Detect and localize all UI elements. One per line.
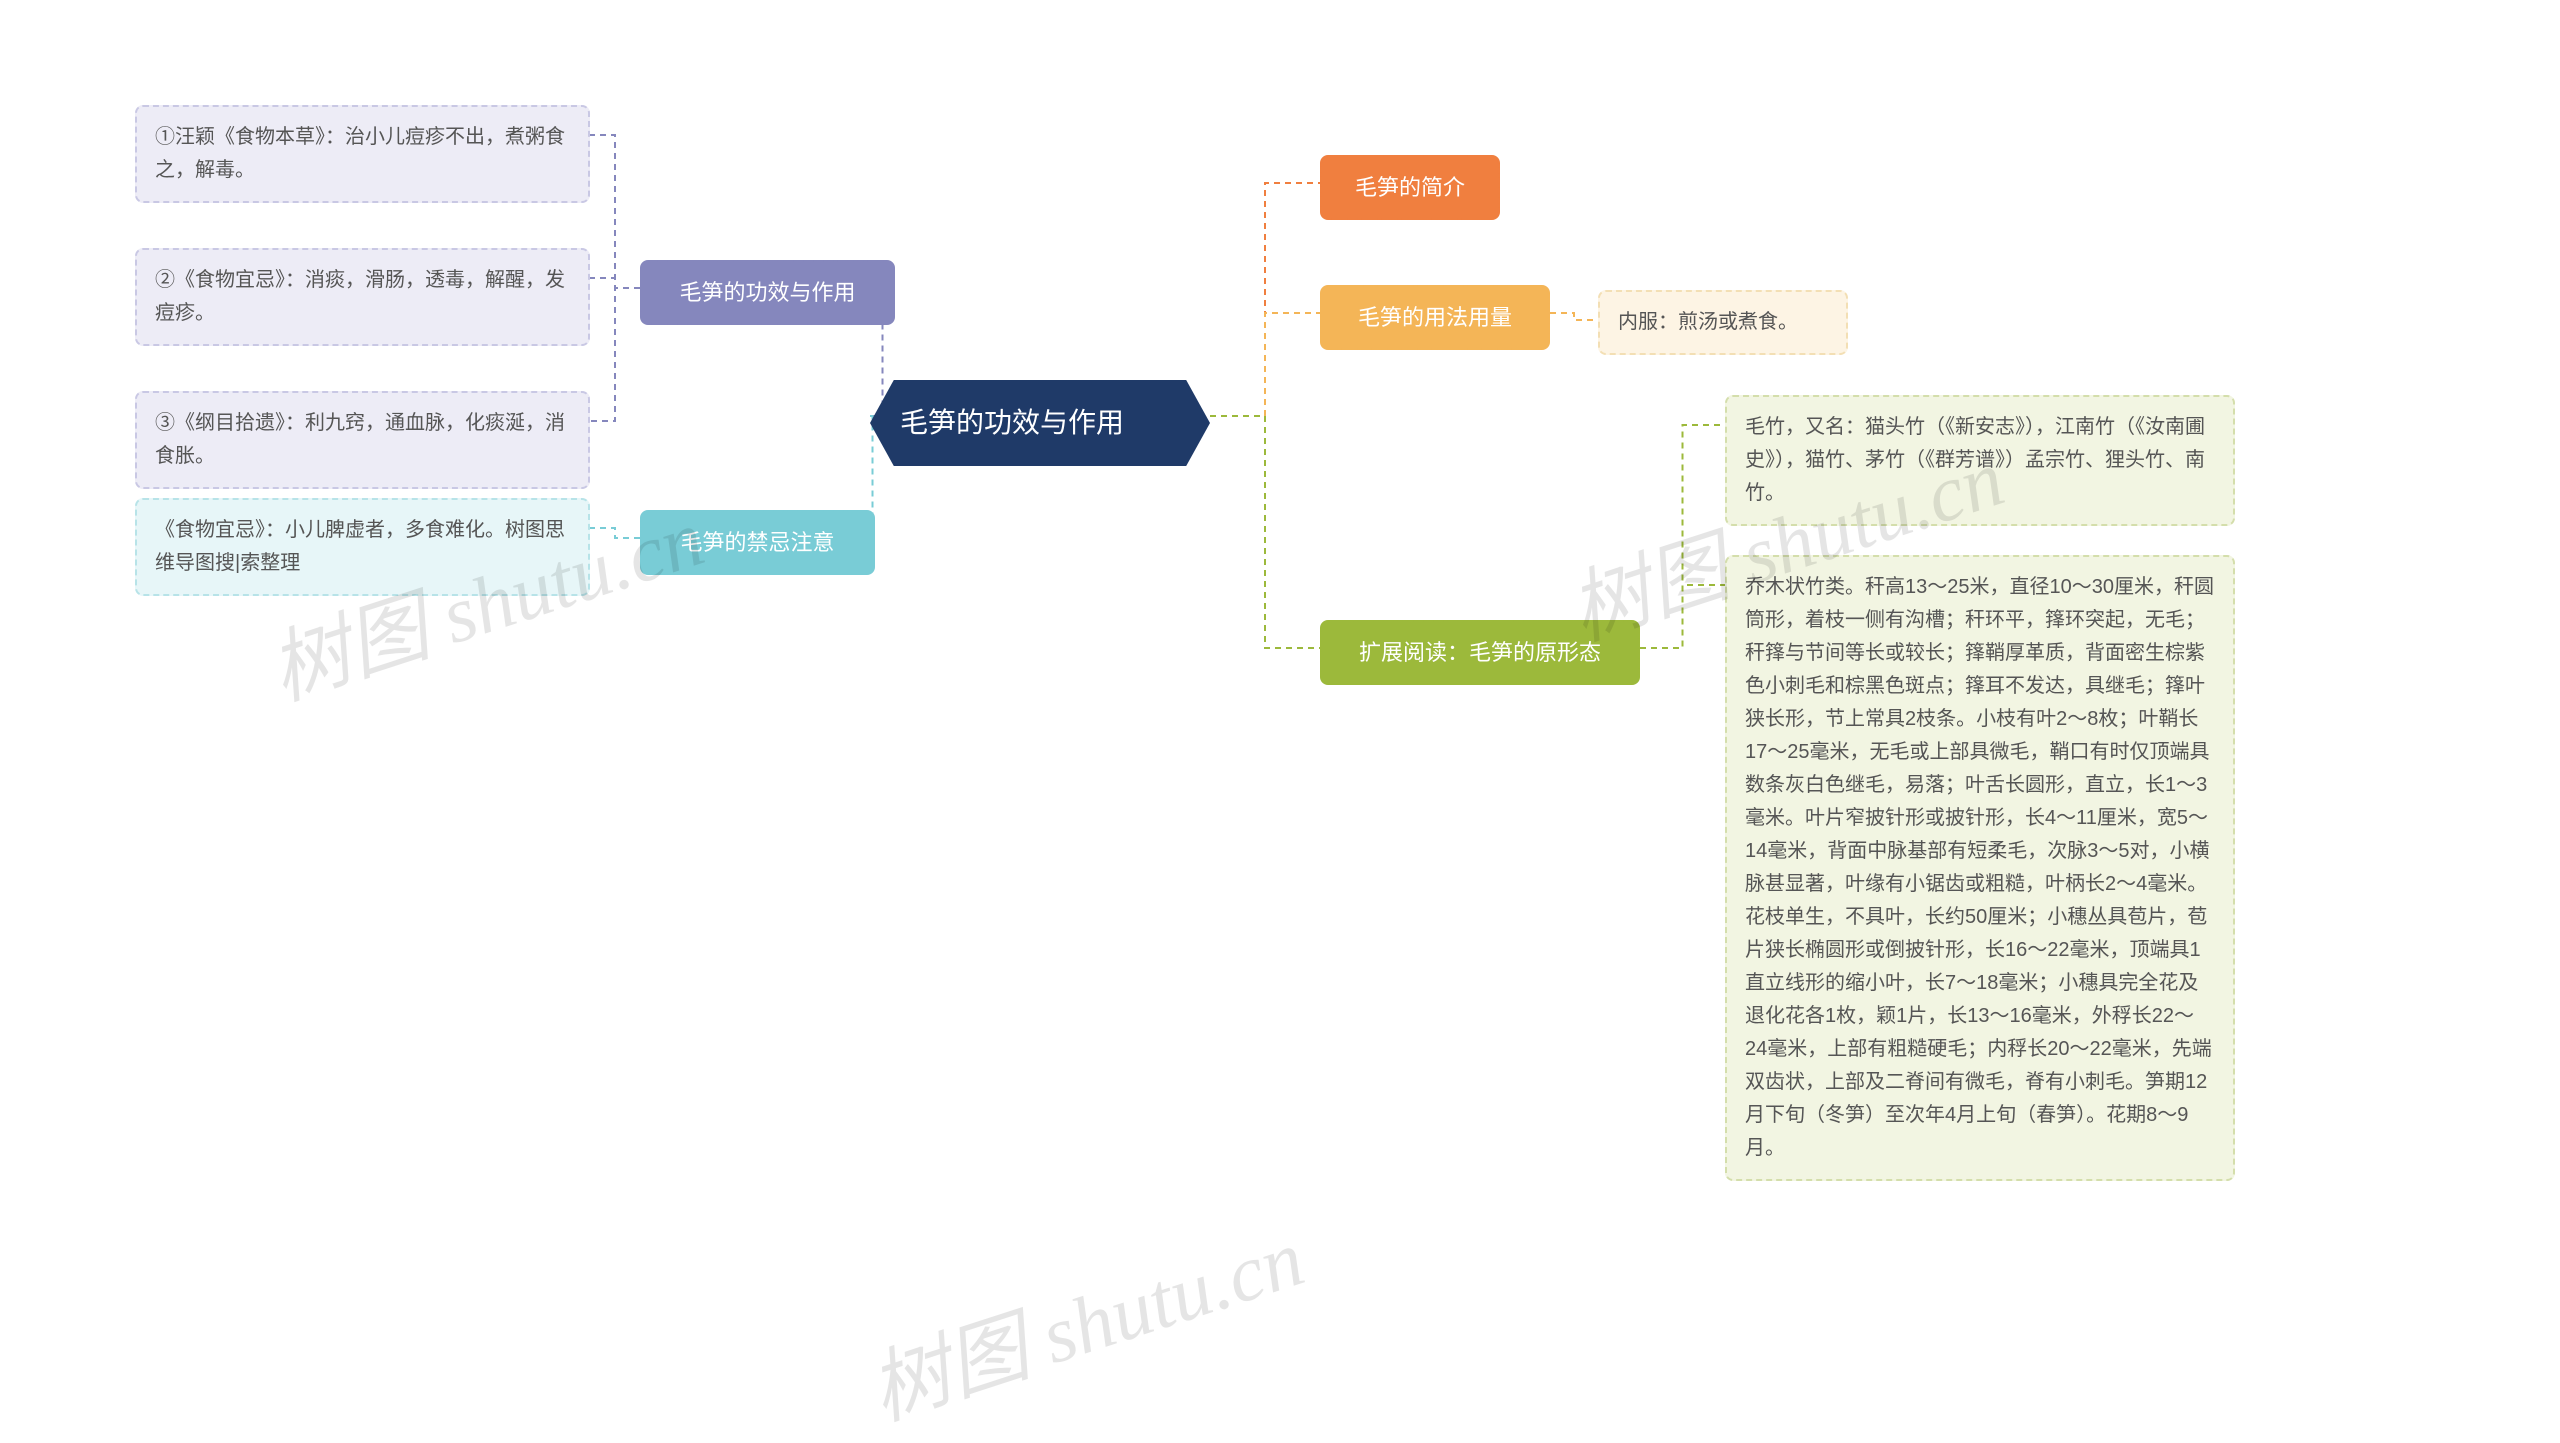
watermark-2: 树图 shutu.cn <box>853 1193 1316 1442</box>
leaf-morphology-0[interactable]: 毛竹，又名：猫头竹（《新安志》），江南竹（《汝南圃史》），猫竹、茅竹（《群芳谱》… <box>1725 395 2235 526</box>
leaf-efficacy-2[interactable]: ③《纲目拾遗》：利九窍，通血脉，化痰涎，消食胀。 <box>135 391 590 489</box>
branch-efficacy[interactable]: 毛笋的功效与作用 <box>640 260 895 325</box>
leaf-caution-0[interactable]: 《食物宜忌》：小儿脾虚者，多食难化。树图思维导图搜|索整理 <box>135 498 590 596</box>
leaf-efficacy-1[interactable]: ②《食物宜忌》：消痰，滑肠，透毒，解醒，发痘疹。 <box>135 248 590 346</box>
branch-caution[interactable]: 毛笋的禁忌注意 <box>640 510 875 575</box>
branch-intro[interactable]: 毛笋的简介 <box>1320 155 1500 220</box>
root-node[interactable]: 毛笋的功效与作用 <box>870 380 1210 466</box>
leaf-usage-0[interactable]: 内服：煎汤或煮食。 <box>1598 290 1848 355</box>
leaf-morphology-1[interactable]: 乔木状竹类。秆高13～25米，直径10～30厘米，秆圆筒形，着枝一侧有沟槽；秆环… <box>1725 555 2235 1181</box>
branch-morphology[interactable]: 扩展阅读：毛笋的原形态 <box>1320 620 1640 685</box>
leaf-efficacy-0[interactable]: ①汪颖《食物本草》：治小儿痘疹不出，煮粥食之，解毒。 <box>135 105 590 203</box>
branch-usage[interactable]: 毛笋的用法用量 <box>1320 285 1550 350</box>
